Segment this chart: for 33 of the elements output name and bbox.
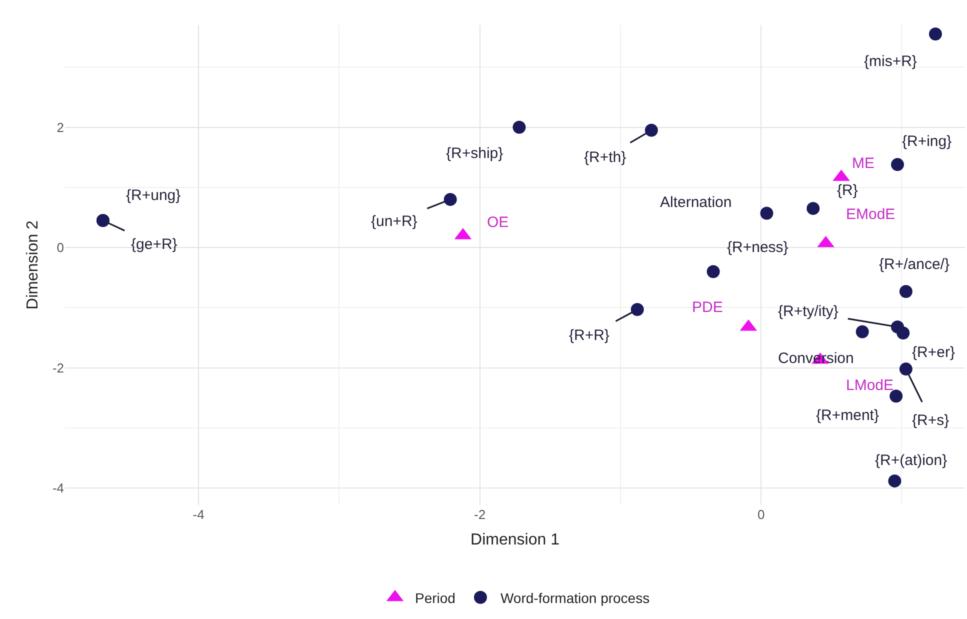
annotation: {R+th} xyxy=(584,149,626,166)
annotation: {mis+R} xyxy=(864,53,917,70)
annotation: {R} xyxy=(837,182,858,199)
annotation: {R+s} xyxy=(912,412,950,429)
annotation: {R+ship} xyxy=(446,145,504,162)
annotation: PDE xyxy=(692,299,723,316)
annotation: {ge+R} xyxy=(131,236,178,253)
y-tick-label: -4 xyxy=(52,480,64,496)
x-tick-label: -4 xyxy=(192,507,204,522)
x-axis-title: Dimension 1 xyxy=(470,532,560,549)
annotation: ME xyxy=(852,155,874,172)
annotation: {R+ty/ity} xyxy=(778,303,838,320)
annotation: Alternation xyxy=(660,194,732,211)
annotation: {R+(at)ion} xyxy=(875,452,948,469)
y-axis-title: Dimension 2 xyxy=(24,220,42,310)
legend-label: Word-formation process xyxy=(500,590,650,606)
annotation: {R+ung} xyxy=(126,187,181,204)
annotation: OE xyxy=(487,214,509,231)
y-tick-label: 2 xyxy=(56,120,64,135)
annotation: {R+R} xyxy=(569,327,610,344)
annotation: LModE xyxy=(846,377,894,394)
annotation: EModE xyxy=(846,206,896,223)
x-tick-label: 0 xyxy=(757,507,765,522)
annotation: {un+R} xyxy=(371,213,418,230)
annotation: {R+er} xyxy=(912,344,955,361)
annotation: {R+ment} xyxy=(816,407,879,424)
legend-label: Period xyxy=(415,590,456,606)
y-tick-label: -2 xyxy=(52,360,64,376)
annotation: {R+ing} xyxy=(902,133,952,150)
annotation: {R+ness} xyxy=(727,239,788,256)
y-tick-label: 0 xyxy=(56,240,64,256)
annotation: {R+/ance/} xyxy=(879,256,950,273)
x-tick-label: -2 xyxy=(474,507,486,522)
